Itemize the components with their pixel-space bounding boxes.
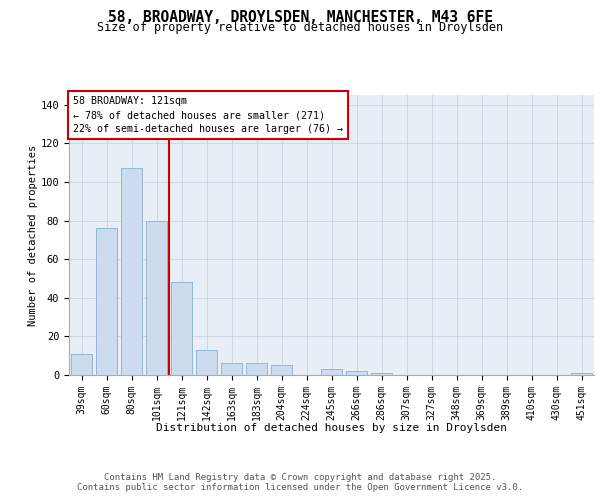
Text: 58, BROADWAY, DROYLSDEN, MANCHESTER, M43 6FE: 58, BROADWAY, DROYLSDEN, MANCHESTER, M43… [107, 10, 493, 25]
Bar [346, 371, 367, 375]
Text: Size of property relative to detached houses in Droylsden: Size of property relative to detached ho… [97, 21, 503, 34]
Bar [271, 366, 292, 375]
Bar [571, 373, 592, 375]
Y-axis label: Number of detached properties: Number of detached properties [28, 144, 38, 326]
Bar [196, 350, 217, 375]
Bar [321, 369, 342, 375]
Text: Contains HM Land Registry data © Crown copyright and database right 2025.: Contains HM Land Registry data © Crown c… [104, 472, 496, 482]
Bar [146, 220, 167, 375]
Bar [71, 354, 92, 375]
Text: Contains public sector information licensed under the Open Government Licence v3: Contains public sector information licen… [77, 482, 523, 492]
Bar [96, 228, 117, 375]
Bar [121, 168, 142, 375]
X-axis label: Distribution of detached houses by size in Droylsden: Distribution of detached houses by size … [156, 423, 507, 432]
Bar [371, 373, 392, 375]
Text: 58 BROADWAY: 121sqm
← 78% of detached houses are smaller (271)
22% of semi-detac: 58 BROADWAY: 121sqm ← 78% of detached ho… [73, 96, 343, 134]
Bar [246, 364, 267, 375]
Bar [221, 364, 242, 375]
Bar [171, 282, 192, 375]
